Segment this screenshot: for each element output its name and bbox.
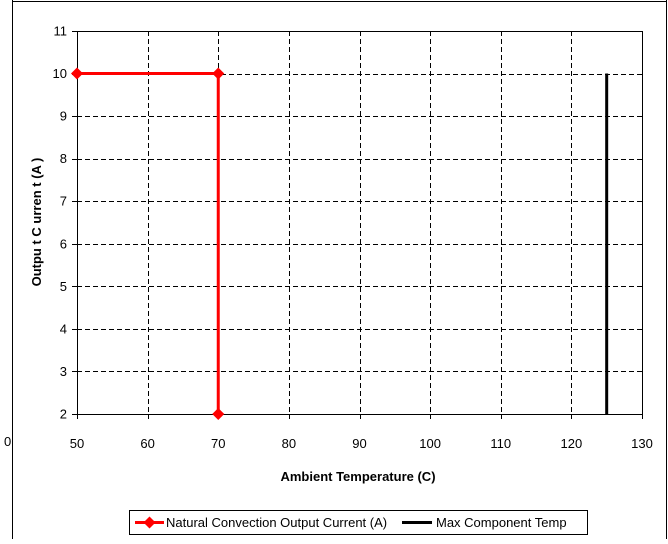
x-tick-label: 90 [352,436,366,451]
series-0-point [212,408,225,420]
series-0-line [77,72,220,414]
y-tick-label: 10 [53,66,67,81]
x-tick-label: 100 [419,436,441,451]
series-0-point [71,67,83,80]
y-axis-title: Outpu t C urren t (A ) [29,158,44,287]
series-layer [71,67,609,420]
stray-tick-label: 0 [4,434,11,449]
y-tick-label: 11 [54,24,68,39]
tick-layer: 50 60 70 80 90 100 110 120 130 2 3 4 5 6 7 8 9 10 11 [53,24,653,452]
grid-layer [77,31,642,414]
y-tick-label: 2 [60,407,67,422]
series-0-point [212,67,225,80]
x-tick-label: 80 [282,436,296,451]
x-tick-label: 60 [140,436,154,451]
legend-label-natural-convection: Natural Convection Output Current (A) [166,515,387,530]
y-tick-label: 7 [60,194,67,209]
x-tick-label: 130 [631,436,653,451]
y-tick-label: 5 [60,279,67,294]
x-axis-title: Ambient Temperature (C) [280,469,435,484]
legend: Natural Convection Output Current (A) Ma… [129,510,588,535]
legend-label-max-component-temp: Max Component Temp [436,515,567,530]
x-tick-label: 70 [211,436,225,451]
y-tick-label: 8 [60,151,67,166]
y-tick-label: 9 [60,109,67,124]
legend-box [129,510,588,535]
y-tick-label: 4 [60,321,67,336]
x-tick-label: 120 [561,436,583,451]
x-tick-label: 110 [490,436,511,451]
y-tick-label: 6 [60,236,67,251]
x-tick-label: 50 [70,436,84,451]
legend-marker-natural-convection [143,516,156,529]
y-tick-label: 3 [60,364,67,379]
